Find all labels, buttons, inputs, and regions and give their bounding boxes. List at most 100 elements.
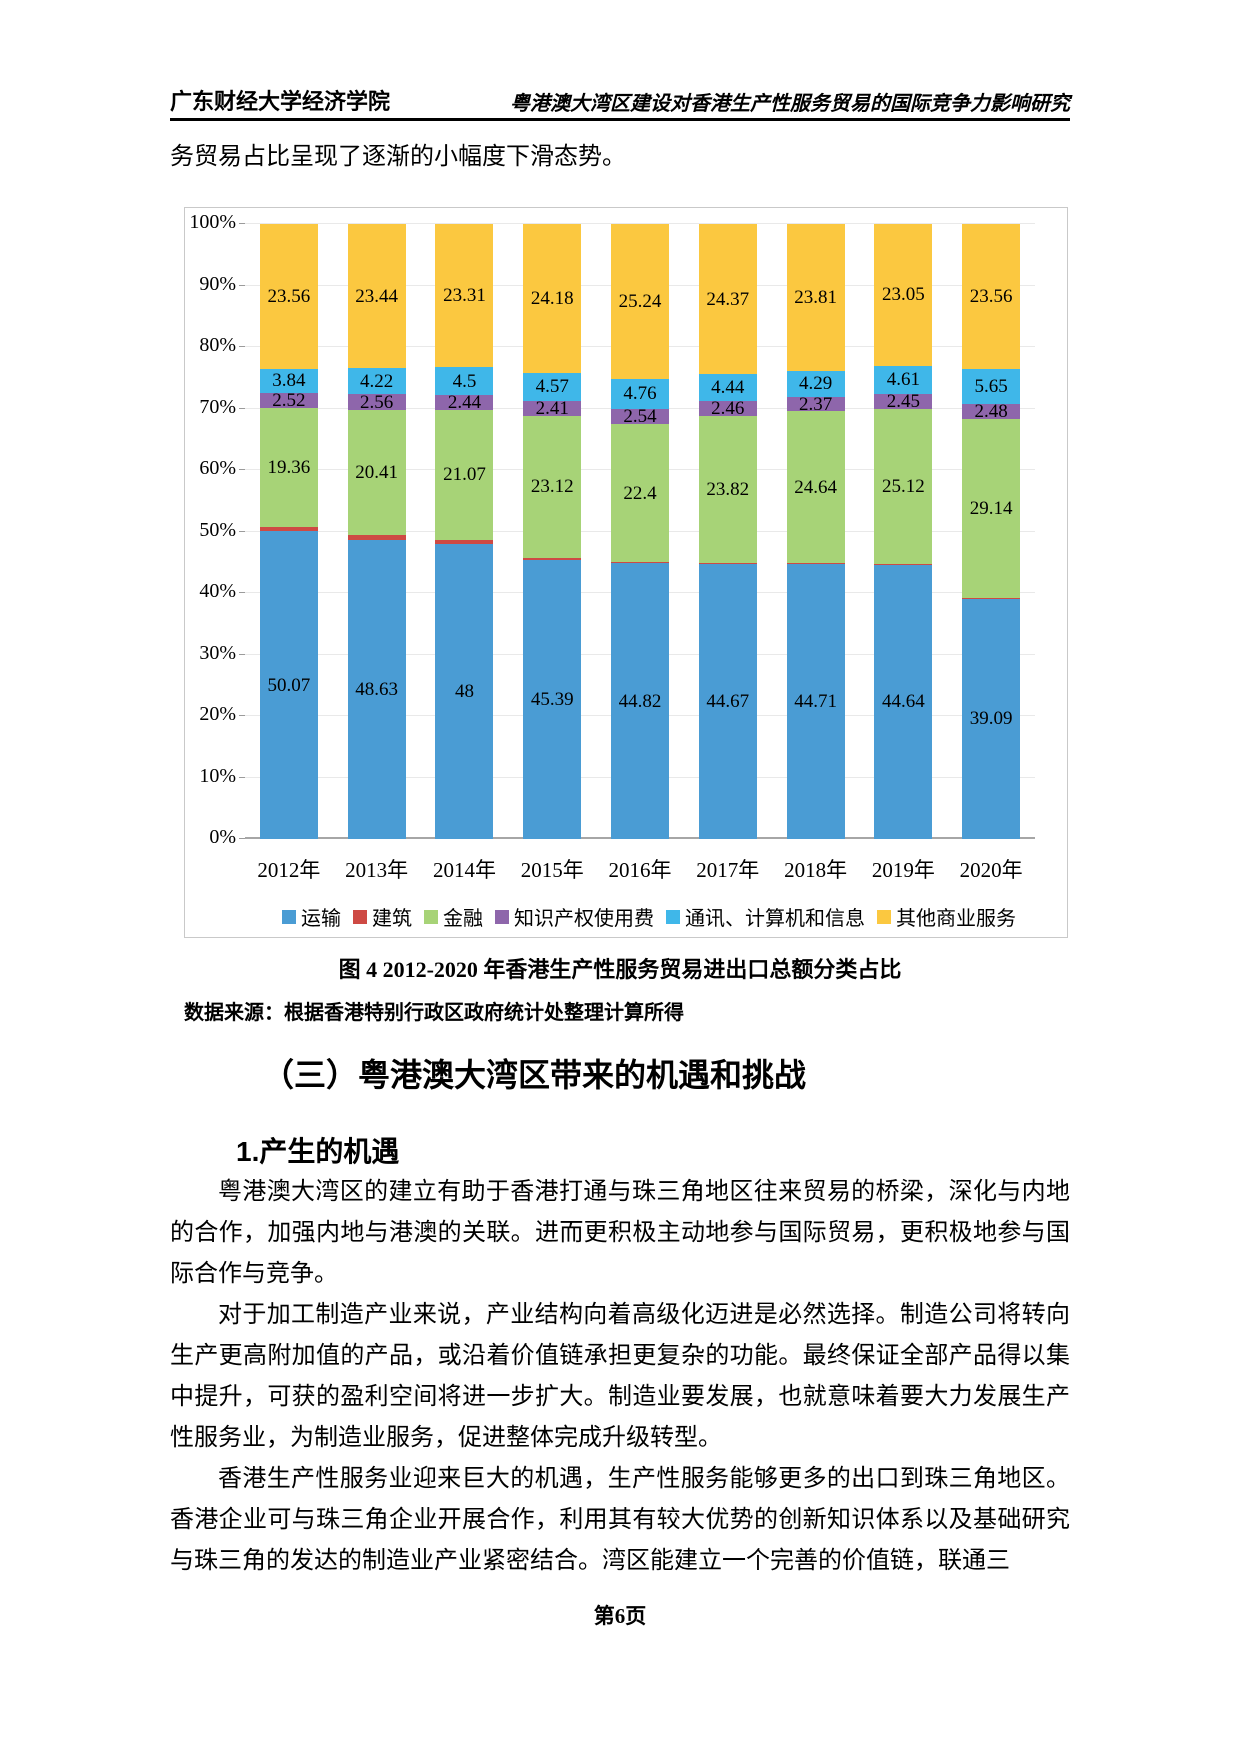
bar-segment-建筑: 0.73 xyxy=(347,515,406,540)
x-axis-label: 2013年 xyxy=(345,858,409,882)
data-label: 2.46 xyxy=(711,398,745,420)
bar-segment-知识产权使用费: 2.54 xyxy=(611,405,670,427)
legend-swatch-icon xyxy=(282,909,296,924)
bar-segment-其他商业服务: 25.24 xyxy=(611,224,670,380)
bar-slot: 48.63 0.73 20.41 2.564.22 23.44 xyxy=(333,224,421,839)
header-rule xyxy=(170,118,1070,121)
bar-slot: 44.64 0.13 25.12 2.454.61 23.05 xyxy=(859,224,947,839)
bar-segment-知识产权使用费: 2.56 xyxy=(347,391,406,413)
legend-label: 金融 xyxy=(443,908,483,930)
y-axis-label: 90% xyxy=(199,272,236,295)
y-axis-tick xyxy=(239,715,245,716)
bar-segment-运输: 48.63 xyxy=(347,539,406,839)
data-label: 19.36 xyxy=(267,457,311,479)
x-axis-label: 2015年 xyxy=(520,858,584,882)
y-axis-tick xyxy=(239,346,245,347)
bar-segment-金融: 21.07 xyxy=(435,410,494,540)
bar-segment-知识产权使用费: 2.45 xyxy=(874,392,933,411)
data-label: 39.09 xyxy=(969,708,1013,730)
legend-item-其他商业服务: 其他商业服务 xyxy=(877,902,1016,931)
data-label: 25.24 xyxy=(618,291,662,313)
chart-legend: 运输 建筑 金融 知识产权使用费 通讯、计算机和信息 其他商业服务 xyxy=(245,902,1053,931)
data-label: 4.76 xyxy=(623,383,657,405)
bar-segment-建筑: 0.23 xyxy=(698,543,757,565)
y-axis-label: 30% xyxy=(199,641,236,664)
data-label: 48 xyxy=(454,680,474,702)
bar-segment-其他商业服务: 24.37 xyxy=(698,224,757,374)
bar-segment-通讯、计算机和信息: 4.44 xyxy=(698,373,757,402)
data-label: 23.31 xyxy=(443,285,486,307)
bar-segment-金融: 23.82 xyxy=(698,416,757,563)
paragraph: 粤港澳大湾区的建立有助于香港打通与珠三角地区往来贸易的桥梁，深化与内地的合作，加… xyxy=(170,1179,1070,1287)
bar-segment-其他商业服务: 23.05 xyxy=(874,224,933,366)
data-label: 24.18 xyxy=(530,287,574,309)
data-label: 44.71 xyxy=(794,691,837,713)
bar-segment-金融: 29.14 xyxy=(962,418,1021,599)
bar-segment-通讯、计算机和信息: 4.61 xyxy=(874,365,933,395)
bar-segment-建筑: 0.65 xyxy=(259,507,318,532)
data-label: 25.12 xyxy=(881,475,925,497)
bar-segment-金融: 20.41 xyxy=(347,409,406,536)
figure4-stacked-bar-chart: 0% 10% 20% 30% 40% 50% 60% 70% 80% 90% 100% 50.07 0.… xyxy=(184,207,1068,938)
legend-item-金融: 金融 xyxy=(424,902,483,931)
bar-segment-金融: 24.64 xyxy=(786,411,845,563)
data-label: 44.82 xyxy=(618,690,662,712)
bar-segment-金融: 25.12 xyxy=(874,409,933,564)
body-paragraphs: 粤港澳大湾区的建立有助于香港打通与珠三角地区往来贸易的桥梁，深化与内地的合作，加… xyxy=(170,1172,1070,1582)
y-axis-tick xyxy=(239,776,245,778)
legend-label: 其他商业服务 xyxy=(896,908,1016,930)
bar-segment-其他商业服务: 24.18 xyxy=(523,224,582,373)
data-label: 4.29 xyxy=(798,373,833,395)
data-label: 2.37 xyxy=(798,393,833,415)
subsection-heading: 1.产生的机遇 xyxy=(236,1136,400,1167)
gridline xyxy=(245,223,1035,224)
bar-segment-其他商业服务: 23.56 xyxy=(962,223,1021,369)
data-label: 2.56 xyxy=(360,391,394,413)
legend-item-通讯、计算机和信息: 通讯、计算机和信息 xyxy=(666,902,865,931)
data-source-note: 数据来源：根据香港特别行政区政府统计处整理计算所得 xyxy=(184,1002,684,1024)
data-label: 5.65 xyxy=(974,375,1008,397)
bar-segment-运输: 45.39 xyxy=(523,559,582,839)
header-institution: 广东财经大学经济学院 xyxy=(170,89,391,114)
bar-segment-运输: 39.09 xyxy=(962,598,1021,839)
x-axis-label: 2012年 xyxy=(257,858,321,882)
y-axis-tick xyxy=(239,653,245,655)
data-label: 2.41 xyxy=(535,397,569,419)
bar-segment-运输: 44.64 xyxy=(874,564,933,839)
bar-segment-金融: 23.12 xyxy=(523,415,582,558)
y-axis-tick xyxy=(239,469,245,470)
legend-label: 运输 xyxy=(301,908,341,930)
bar-segment-建筑: 0.09 xyxy=(962,578,1021,599)
stacked-bar-2017年: 44.67 0.23 23.82 2.464.44 24.37 xyxy=(698,224,757,839)
data-label: 20.41 xyxy=(355,462,399,484)
bar-segment-知识产权使用费: 2.41 xyxy=(523,397,582,419)
bar-slot: 44.67 0.23 23.82 2.464.44 24.37 xyxy=(684,224,772,839)
data-label: 2.54 xyxy=(623,405,657,427)
bar-slot: 39.09 0.09 29.14 2.48 5.65 23.56 xyxy=(947,223,1035,839)
data-label: 2.52 xyxy=(272,389,306,411)
plot-area: 0% 10% 20% 30% 40% 50% 60% 70% 80% 90% 100% 50.07 0.… xyxy=(189,211,1035,848)
x-axis-label: 2016年 xyxy=(608,858,672,882)
data-label: 23.44 xyxy=(355,285,399,307)
bar-segment-其他商业服务: 23.44 xyxy=(347,224,406,369)
bar-segment-通讯、计算机和信息: 4.5 xyxy=(435,367,494,396)
x-axis-label: 2020年 xyxy=(959,858,1023,882)
y-axis-label: 80% xyxy=(199,334,236,356)
data-label: 4.22 xyxy=(360,370,394,392)
data-label: 24.37 xyxy=(706,288,750,310)
bar-segment-其他商业服务: 23.56 xyxy=(259,224,318,369)
x-axis-label: 2014年 xyxy=(432,858,496,882)
data-label: 23.12 xyxy=(530,476,574,498)
bar-segment-建筑: 0.17 xyxy=(786,543,845,565)
stacked-bar-2018年: 44.71 0.17 24.64 2.374.29 23.81 xyxy=(786,224,845,839)
bar-segment-通讯、计算机和信息: 4.29 xyxy=(786,370,845,397)
legend-swatch-icon xyxy=(495,909,509,924)
legend-swatch-icon xyxy=(666,909,680,924)
data-label: 4.44 xyxy=(711,377,745,399)
data-label: 21.07 xyxy=(443,464,486,486)
bar-segment-知识产权使用费: 2.52 xyxy=(259,389,318,411)
x-axis-labels: 2012年 2013年 2014年 2015年 2016年 2017年 2018年 2019年… xyxy=(245,854,1035,884)
y-axis-label: 60% xyxy=(199,457,236,479)
page-number: 第6页 xyxy=(593,1604,647,1628)
